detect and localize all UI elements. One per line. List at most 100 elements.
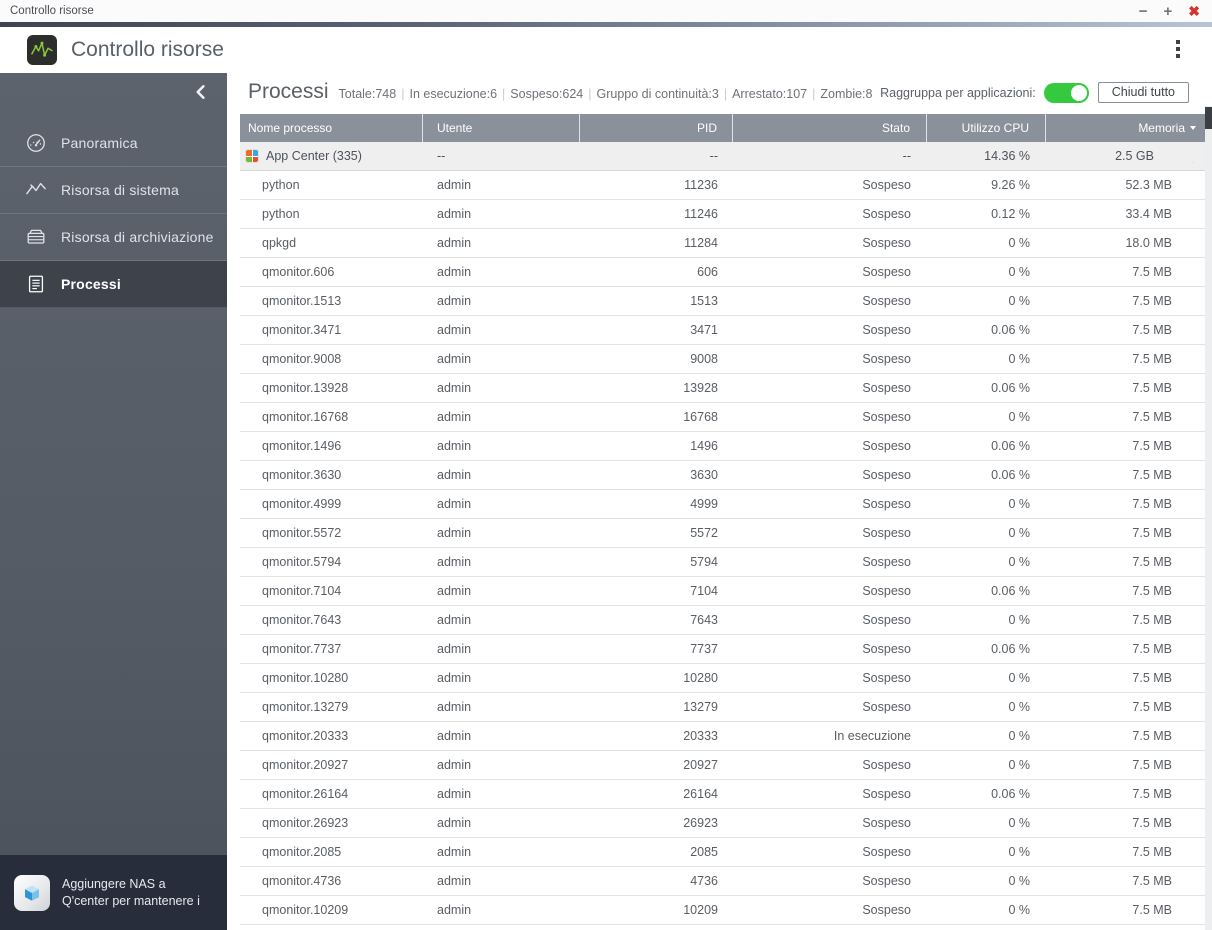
sort-desc-icon bbox=[1190, 126, 1196, 130]
process-state: Sospeso bbox=[862, 236, 911, 250]
minimize-icon[interactable]: − bbox=[1138, 2, 1148, 20]
vertical-scrollbar[interactable] bbox=[1205, 106, 1212, 930]
group-name: App Center (335) bbox=[240, 149, 423, 163]
group-row-app-center[interactable]: App Center (335) -- -- -- 14.36 % 2.5 GB bbox=[240, 142, 1212, 171]
column-header-memoria[interactable]: Memoria bbox=[1046, 114, 1212, 142]
table-row[interactable]: qmonitor.20333 admin 20333 In esecuzione… bbox=[240, 722, 1212, 751]
sidebar-item-processi[interactable]: Processi bbox=[0, 261, 227, 308]
scrollbar-thumb[interactable] bbox=[1205, 107, 1212, 129]
process-user: admin bbox=[437, 265, 472, 279]
table-row[interactable]: qmonitor.10280 admin 10280 Sospeso 0 % 7… bbox=[240, 664, 1212, 693]
table-row[interactable]: qpkgd admin 11284 Sospeso 0 % 18.0 MB bbox=[240, 229, 1212, 258]
process-table: Nome processo Utente PID Stato Utilizzo … bbox=[240, 114, 1212, 925]
process-name: qmonitor.7643 bbox=[262, 613, 342, 627]
qcenter-promo-banner[interactable]: Aggiungere NAS a Q'center per mantenere … bbox=[0, 855, 227, 930]
close-all-button[interactable]: Chiudi tutto bbox=[1097, 82, 1189, 103]
process-cpu: 0 % bbox=[1008, 816, 1030, 830]
table-row[interactable]: qmonitor.2085 admin 2085 Sospeso 0 % 7.5… bbox=[240, 838, 1212, 867]
column-header-utente[interactable]: Utente bbox=[423, 114, 580, 142]
process-cpu: 0.06 % bbox=[991, 468, 1030, 482]
process-pid: 2085 bbox=[690, 845, 718, 859]
table-row[interactable]: qmonitor.26164 admin 26164 Sospeso 0.06 … bbox=[240, 780, 1212, 809]
process-state: Sospeso bbox=[862, 410, 911, 424]
table-row[interactable]: qmonitor.7104 admin 7104 Sospeso 0.06 % … bbox=[240, 577, 1212, 606]
chevron-up-icon[interactable] bbox=[1187, 158, 1198, 163]
process-memory: 7.5 MB bbox=[1132, 845, 1172, 859]
process-name: qmonitor.9008 bbox=[262, 352, 342, 366]
table-row[interactable]: qmonitor.26923 admin 26923 Sospeso 0 % 7… bbox=[240, 809, 1212, 838]
process-memory: 7.5 MB bbox=[1132, 439, 1172, 453]
process-user: admin bbox=[437, 381, 472, 395]
process-state: In esecuzione bbox=[833, 729, 911, 743]
group-user: -- bbox=[437, 149, 446, 163]
process-pid: 4736 bbox=[690, 874, 718, 888]
sidebar-item-risorsa-di-sistema[interactable]: Risorsa di sistema bbox=[0, 167, 227, 214]
table-row[interactable]: qmonitor.7737 admin 7737 Sospeso 0.06 % … bbox=[240, 635, 1212, 664]
table-row[interactable]: qmonitor.13279 admin 13279 Sospeso 0 % 7… bbox=[240, 693, 1212, 722]
table-body: python admin 11236 Sospeso 9.26 % 52.3 M… bbox=[240, 171, 1212, 925]
table-row[interactable]: qmonitor.4999 admin 4999 Sospeso 0 % 7.5… bbox=[240, 490, 1212, 519]
column-header-stato[interactable]: Stato bbox=[733, 114, 927, 142]
process-pid: 16768 bbox=[683, 410, 718, 424]
process-memory: 7.5 MB bbox=[1132, 294, 1172, 308]
table-row[interactable]: qmonitor.3471 admin 3471 Sospeso 0.06 % … bbox=[240, 316, 1212, 345]
table-row[interactable]: qmonitor.7643 admin 7643 Sospeso 0 % 7.5… bbox=[240, 606, 1212, 635]
process-pid: 5572 bbox=[690, 526, 718, 540]
column-header-nome-processo[interactable]: Nome processo bbox=[240, 114, 423, 142]
close-icon[interactable]: ✖ bbox=[1188, 3, 1200, 19]
process-pid: 9008 bbox=[690, 352, 718, 366]
process-user: admin bbox=[437, 758, 472, 772]
process-memory: 7.5 MB bbox=[1132, 671, 1172, 685]
process-cpu: 0 % bbox=[1008, 555, 1030, 569]
process-name: qmonitor.5794 bbox=[262, 555, 342, 569]
process-pid: 1513 bbox=[690, 294, 718, 308]
column-header-utilizzo-cpu[interactable]: Utilizzo CPU bbox=[927, 114, 1046, 142]
process-pid: 11246 bbox=[684, 207, 718, 221]
process-user: admin bbox=[437, 410, 472, 424]
sidebar-item-risorsa-di-archiviazione[interactable]: Risorsa di archiviazione bbox=[0, 214, 227, 261]
table-row[interactable]: python admin 11236 Sospeso 9.26 % 52.3 M… bbox=[240, 171, 1212, 200]
process-name: qmonitor.4999 bbox=[262, 497, 342, 511]
process-memory: 7.5 MB bbox=[1132, 874, 1172, 888]
column-header-pid[interactable]: PID bbox=[580, 114, 733, 142]
section-title: Processi bbox=[248, 80, 329, 103]
table-row[interactable]: qmonitor.5572 admin 5572 Sospeso 0 % 7.5… bbox=[240, 519, 1212, 548]
process-state: Sospeso bbox=[862, 178, 911, 192]
process-user: admin bbox=[437, 352, 472, 366]
table-row[interactable]: qmonitor.606 admin 606 Sospeso 0 % 7.5 M… bbox=[240, 258, 1212, 287]
process-cpu: 0 % bbox=[1008, 903, 1030, 917]
table-row[interactable]: qmonitor.9008 admin 9008 Sospeso 0 % 7.5… bbox=[240, 345, 1212, 374]
maximize-icon[interactable]: + bbox=[1163, 2, 1173, 20]
process-pid: 7643 bbox=[690, 613, 718, 627]
process-pid: 20927 bbox=[683, 758, 718, 772]
table-row[interactable]: qmonitor.4736 admin 4736 Sospeso 0 % 7.5… bbox=[240, 867, 1212, 896]
process-name: qmonitor.1513 bbox=[262, 294, 342, 308]
kebab-menu-icon[interactable] bbox=[1176, 40, 1180, 58]
process-cpu: 0 % bbox=[1008, 729, 1030, 743]
table-row[interactable]: qmonitor.1496 admin 1496 Sospeso 0.06 % … bbox=[240, 432, 1212, 461]
table-row[interactable]: qmonitor.3630 admin 3630 Sospeso 0.06 % … bbox=[240, 461, 1212, 490]
table-row[interactable]: qmonitor.1513 admin 1513 Sospeso 0 % 7.5… bbox=[240, 287, 1212, 316]
qcenter-promo-text: Aggiungere NAS a Q'center per mantenere … bbox=[62, 876, 200, 908]
process-user: admin bbox=[437, 236, 472, 250]
process-cpu: 0.06 % bbox=[991, 787, 1030, 801]
table-row[interactable]: qmonitor.20927 admin 20927 Sospeso 0 % 7… bbox=[240, 751, 1212, 780]
table-row[interactable]: qmonitor.10209 admin 10209 Sospeso 0 % 7… bbox=[240, 896, 1212, 925]
process-pid: 3471 bbox=[690, 323, 718, 337]
table-row[interactable]: qmonitor.16768 admin 16768 Sospeso 0 % 7… bbox=[240, 403, 1212, 432]
process-pid: 7104 bbox=[690, 584, 718, 598]
table-row[interactable]: qmonitor.5794 admin 5794 Sospeso 0 % 7.5… bbox=[240, 548, 1212, 577]
table-row[interactable]: qmonitor.13928 admin 13928 Sospeso 0.06 … bbox=[240, 374, 1212, 403]
table-row[interactable]: python admin 11246 Sospeso 0.12 % 33.4 M… bbox=[240, 200, 1212, 229]
group-by-app-toggle[interactable] bbox=[1043, 82, 1089, 103]
process-memory: 7.5 MB bbox=[1132, 410, 1172, 424]
sidebar-collapse-icon[interactable] bbox=[193, 84, 209, 100]
process-state: Sospeso bbox=[862, 555, 911, 569]
process-user: admin bbox=[437, 468, 472, 482]
process-pid: 26164 bbox=[683, 787, 718, 801]
sidebar-item-panoramica[interactable]: Panoramica bbox=[0, 120, 227, 167]
process-name: qmonitor.26164 bbox=[262, 787, 349, 801]
process-name: qmonitor.10280 bbox=[262, 671, 349, 685]
process-state: Sospeso bbox=[862, 526, 911, 540]
process-state: Sospeso bbox=[862, 642, 911, 656]
